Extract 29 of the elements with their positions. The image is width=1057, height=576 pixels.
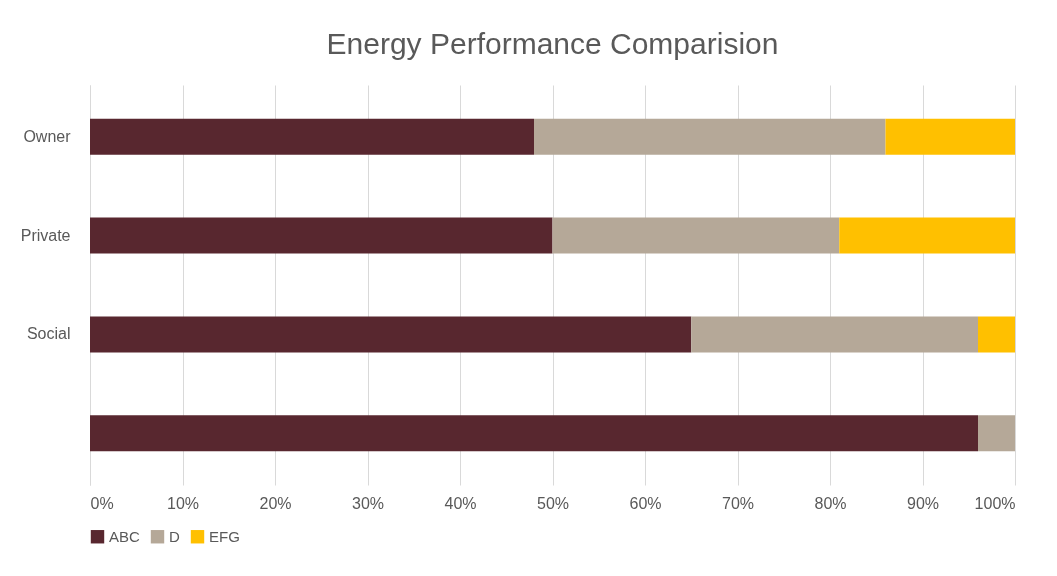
- bar: [90, 316, 692, 353]
- x-tick-label: 0%: [90, 494, 114, 512]
- y-tick-label: Owner: [23, 127, 72, 145]
- legend-label: D: [169, 527, 180, 545]
- x-tick-label: 100%: [974, 494, 1016, 512]
- x-tick-label: 10%: [166, 494, 200, 512]
- x-tick-label: 20%: [259, 494, 292, 512]
- bar: [90, 415, 978, 452]
- chart-title: Energy Performance Comparision: [326, 27, 779, 60]
- legend-label: ABC: [109, 527, 141, 545]
- bar: [552, 217, 840, 254]
- bar: [978, 415, 1015, 452]
- bar: [691, 316, 978, 353]
- bar: [90, 118, 534, 155]
- x-tick-label: 40%: [444, 494, 477, 512]
- x-tick-label: 90%: [906, 494, 940, 512]
- legend-label: EFG: [209, 527, 240, 545]
- bar: [839, 217, 1015, 254]
- bar: [978, 316, 1015, 353]
- x-tick-label: 50%: [536, 494, 570, 512]
- y-tick-label: Private: [20, 226, 71, 244]
- x-tick-label: 70%: [721, 494, 755, 512]
- x-tick-label: 80%: [814, 494, 847, 512]
- bar: [534, 118, 886, 155]
- bar: [885, 118, 1015, 155]
- x-tick-label: 30%: [351, 494, 385, 512]
- x-tick-label: 60%: [629, 494, 662, 512]
- y-tick-label: Social: [26, 325, 71, 343]
- bar: [90, 217, 553, 254]
